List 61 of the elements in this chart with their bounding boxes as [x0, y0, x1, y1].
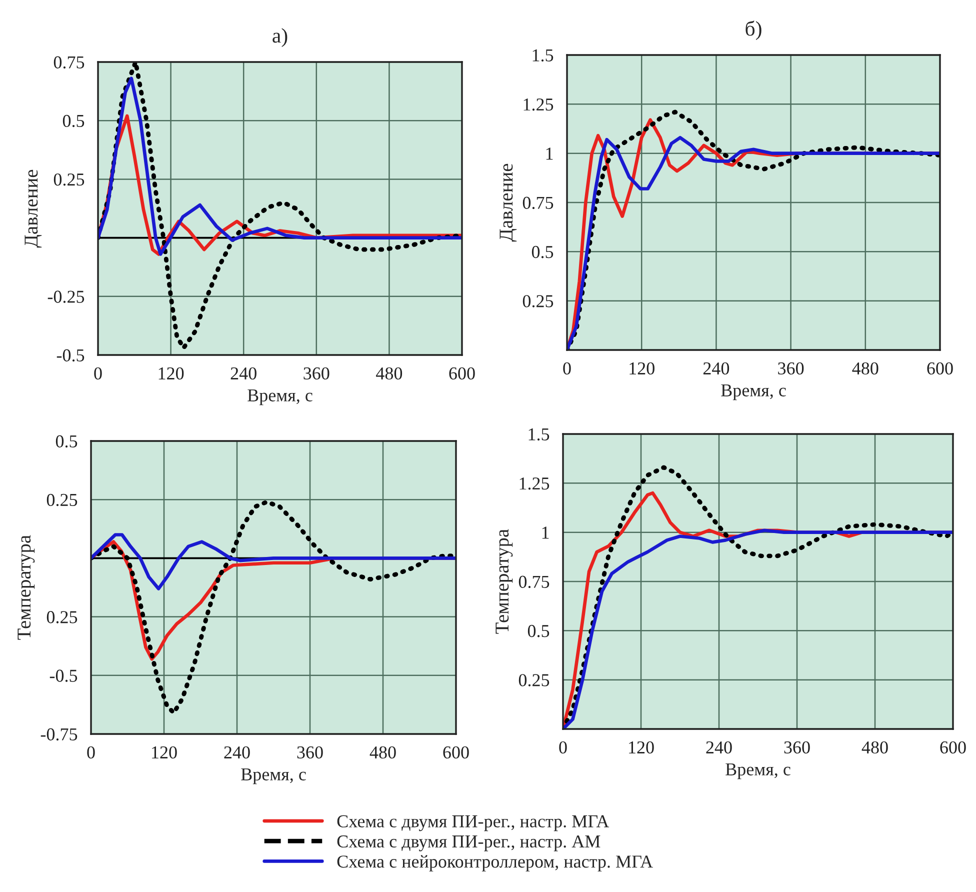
y-tick-label: 0.75 [54, 56, 84, 69]
x-axis-title: Время, с [721, 384, 786, 400]
y-tick-label: 0.5 [62, 114, 84, 128]
y-tick-label: -0.75 [40, 728, 78, 741]
y-axis-title: Температура [496, 529, 513, 634]
y-tick-label: 1.5 [528, 428, 550, 441]
x-tick-label: 0 [559, 741, 567, 754]
y-tick-label: 1.25 [524, 98, 554, 111]
x-tick-label: 240 [706, 741, 732, 754]
legend-label: Схема с нейроконтроллером, настр. МГА [337, 855, 653, 872]
legend-label: Схема с двумя ПИ-рег., настр. МГА [337, 815, 610, 832]
x-tick-label: 480 [370, 746, 396, 759]
y-tick-label: 0.75 [522, 196, 554, 210]
x-tick-label: 480 [852, 362, 878, 375]
y-axis-title: Температура [18, 535, 35, 640]
legend-label: Схема с двумя ПИ-рег., настр. АМ [337, 835, 600, 852]
y-tick-label: 1 [542, 526, 549, 539]
y-axis-title: Давление [24, 170, 42, 248]
y-tick-label: 1.25 [520, 477, 550, 490]
x-tick-label: 600 [443, 746, 469, 759]
x-tick-label: 600 [449, 367, 475, 380]
x-tick-label: 360 [778, 362, 804, 375]
x-tick-label: 120 [152, 746, 177, 759]
x-tick-label: 240 [224, 746, 250, 759]
y-tick-label: 0.5 [528, 624, 550, 638]
x-tick-label: 120 [630, 362, 654, 375]
x-tick-label: 360 [784, 741, 810, 754]
x-tick-label: 120 [158, 367, 184, 380]
x-tick-label: 120 [629, 741, 654, 754]
line-series [91, 533, 456, 590]
y-axis-title: Давление [500, 164, 517, 242]
x-tick-label: 360 [304, 367, 330, 380]
y-tick-label: 1.5 [532, 49, 554, 62]
chart-title: а) [272, 28, 288, 47]
x-tick-label: 240 [230, 367, 256, 380]
y-tick-label: 0.25 [46, 611, 78, 624]
x-tick-label: 240 [703, 362, 730, 375]
x-axis-title: Время, с [726, 763, 790, 780]
y-tick-label: -0.25 [48, 290, 84, 303]
x-tick-label: 600 [940, 741, 966, 754]
y-tick-label: 0.25 [46, 494, 78, 506]
x-axis-title: Время, с [248, 389, 312, 406]
x-tick-label: 0 [94, 367, 102, 380]
line-series [98, 76, 462, 256]
chart-title: б) [746, 20, 762, 40]
y-tick-label: 1 [546, 148, 553, 160]
y-tick-label: 0.5 [56, 435, 78, 448]
x-axis-title: Время, с [241, 768, 306, 784]
x-tick-label: 600 [927, 362, 953, 375]
y-tick-label: -0.5 [50, 670, 78, 682]
y-tick-label: -0.5 [56, 349, 84, 362]
x-tick-label: 0 [563, 362, 571, 375]
x-tick-label: 0 [87, 746, 95, 759]
x-tick-label: 480 [376, 367, 402, 380]
x-tick-label: 480 [862, 741, 888, 754]
y-tick-label: 0.25 [54, 173, 84, 186]
y-tick-label: 0.25 [522, 295, 554, 308]
x-tick-label: 360 [297, 746, 323, 759]
y-tick-label: 0.25 [518, 674, 550, 686]
y-tick-label: 0.75 [518, 576, 550, 588]
y-tick-label: 0.5 [532, 246, 554, 258]
